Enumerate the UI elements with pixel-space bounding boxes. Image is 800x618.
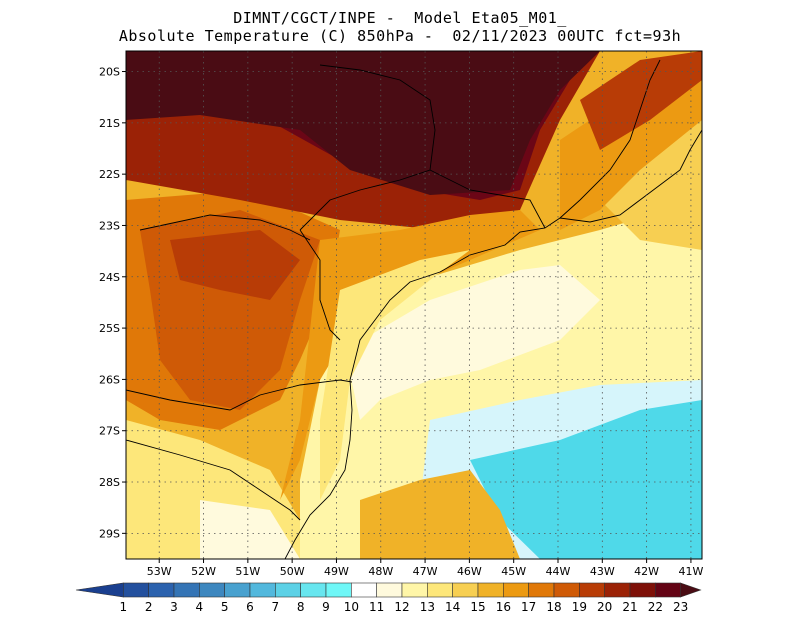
colorbar-segment — [376, 582, 403, 598]
lat-tick-label: 23S — [99, 219, 120, 232]
lon-tick-label: 43W — [590, 565, 615, 578]
colorbar-segment — [148, 582, 175, 598]
colorbar-segment — [452, 582, 479, 598]
field-coast-orange — [280, 210, 540, 500]
lat-tick-label: 20S — [99, 66, 120, 79]
field-east-yellow — [600, 110, 702, 250]
colorbar-segment — [75, 582, 124, 598]
lat-tick-label: 22S — [99, 168, 120, 181]
lon-tick-label: 48W — [368, 565, 393, 578]
colorbar-segment — [199, 582, 225, 598]
colorbar-segment — [249, 582, 276, 598]
colorbar-label: 16 — [496, 600, 511, 614]
lat-tick-label: 28S — [99, 476, 120, 489]
colorbar-segment — [503, 582, 529, 598]
lon-tick-label: 46W — [457, 565, 482, 578]
field-coast-yellow — [320, 250, 470, 500]
field-ocean-paler — [345, 265, 600, 420]
lon-tick-label: 44W — [546, 565, 571, 578]
colorbar-segment — [427, 582, 453, 598]
colorbar-label: 14 — [445, 600, 460, 614]
title-line-2: Absolute Temperature (C) 850hPa - 02/11/… — [118, 27, 682, 45]
colorbar-label: 22 — [648, 600, 663, 614]
lon-tick-label: 41W — [678, 565, 703, 578]
colorbar-label: 2 — [145, 600, 153, 614]
lat-axis: 20S 21S 22S 23S 24S 25S 26S 27S 28S 29S — [99, 66, 126, 540]
colorbar-label: 23 — [673, 600, 688, 614]
state-border-1 — [299, 229, 341, 341]
colorbar-segment — [528, 582, 555, 598]
lon-tick-label: 53W — [147, 565, 172, 578]
colorbar-segment — [579, 582, 605, 598]
lat-tick-label: 25S — [99, 322, 120, 335]
state-border-6 — [429, 169, 546, 229]
colorbar-label: 11 — [369, 600, 384, 614]
lat-lon-grid — [126, 51, 702, 559]
field-ocean-cyan — [470, 400, 702, 559]
colorbar-label: 15 — [470, 600, 485, 614]
colorbar-segment — [173, 582, 200, 598]
lat-tick-label: 29S — [99, 527, 120, 540]
lon-tick-label: 52W — [191, 565, 216, 578]
field-east-red — [580, 51, 702, 150]
colorbar-segment — [401, 582, 428, 598]
colorbar-label: 20 — [597, 600, 612, 614]
colorbar-segment — [604, 582, 631, 598]
colorbar-label: 6 — [246, 600, 254, 614]
lon-tick-label: 49W — [324, 565, 349, 578]
colorbar-label: 4 — [196, 600, 204, 614]
colorbar-label: 7 — [272, 600, 280, 614]
colorbar-segment — [123, 582, 149, 598]
colorbar-segment — [553, 582, 580, 598]
field-south-pale — [200, 500, 300, 559]
colorbar-label: 13 — [420, 600, 435, 614]
colorbar-label: 8 — [297, 600, 305, 614]
lat-tick-label: 27S — [99, 425, 120, 438]
lon-tick-label: 45W — [501, 565, 526, 578]
colorbar-segment — [629, 582, 656, 598]
plot-frame — [125, 50, 703, 560]
title-line-1: DIMNT/CGCT/INPE - Model Eta05_M01_ — [233, 9, 567, 27]
colorbar: 1 2 3 4 5 6 7 8 9 10 11 12 13 14 15 16 17 18 19 20 21 22 23 — [75, 582, 702, 614]
colorbar-segment — [655, 582, 681, 598]
lon-axis: 53W 52W 51W 50W 49W 48W 47W 46W 45W 44W 43W 42W 41W — [147, 559, 703, 578]
colorbar-label: 19 — [572, 600, 587, 614]
colorbar-label: 5 — [221, 600, 229, 614]
lon-tick-label: 47W — [413, 565, 438, 578]
field-ocean-orange — [360, 470, 520, 559]
temperature-field — [126, 51, 702, 559]
lat-tick-label: 21S — [99, 117, 120, 130]
colorbar-label: 10 — [344, 600, 359, 614]
colorbar-segment — [224, 582, 251, 598]
colorbar-label: 18 — [546, 600, 561, 614]
state-border-4 — [139, 214, 311, 241]
colorbar-segment — [351, 582, 377, 598]
lon-tick-label: 42W — [634, 565, 659, 578]
colorbar-label: 21 — [622, 600, 637, 614]
colorbar-segment — [275, 582, 301, 598]
state-border-7 — [559, 59, 661, 219]
colorbar-segment — [680, 582, 702, 598]
colorbar-label: 3 — [170, 600, 178, 614]
colorbar-segment — [477, 582, 504, 598]
colorbar-label: 9 — [322, 600, 330, 614]
colorbar-label: 12 — [394, 600, 409, 614]
lat-tick-label: 24S — [99, 271, 120, 284]
colorbar-segment — [300, 582, 327, 598]
colorbar-label: 17 — [521, 600, 536, 614]
colorbar-label: 1 — [120, 600, 128, 614]
field-west-darkred — [170, 230, 300, 300]
lat-tick-label: 26S — [99, 373, 120, 386]
state-border-3 — [126, 439, 301, 521]
lon-tick-label: 50W — [280, 565, 305, 578]
lon-tick-label: 51W — [235, 565, 260, 578]
state-border-2 — [126, 379, 353, 411]
state-border-5 — [299, 64, 436, 231]
colorbar-segment — [325, 582, 352, 598]
